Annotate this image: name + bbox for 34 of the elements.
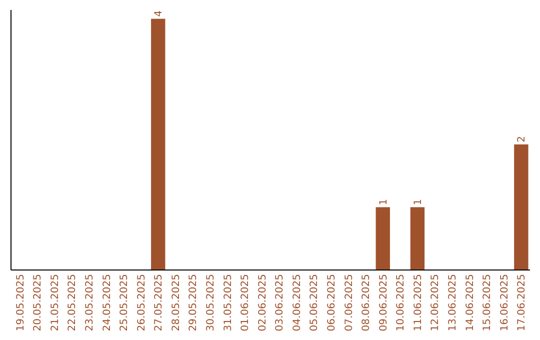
x-tick-label: 03.06.2025	[274, 274, 286, 332]
x-tick-label: 01.06.2025	[240, 274, 252, 332]
x-tick-label: 25.05.2025	[119, 274, 130, 332]
x-tick-label: 23.05.2025	[84, 274, 96, 332]
data-label: 2	[516, 136, 528, 142]
x-tick-label: 06.06.2025	[326, 274, 338, 332]
x-tick-label: 21.05.2025	[50, 274, 61, 332]
x-tick-label: 16.06.2025	[499, 274, 510, 332]
x-tick-label: 17.06.2025	[516, 274, 528, 332]
x-tick-label: 26.05.2025	[136, 274, 148, 332]
data-label: 1	[412, 198, 424, 206]
x-tick-label: 05.06.2025	[309, 274, 320, 332]
x-tick-label: 27.05.2025	[154, 274, 165, 332]
x-tick-label: 14.06.2025	[464, 274, 476, 332]
x-tick-label: 22.05.2025	[67, 274, 78, 332]
data-label: 1	[378, 198, 390, 206]
x-tick-label: 19.05.2025	[15, 274, 26, 332]
data-label: 4	[154, 10, 165, 17]
x-tick-label: 10.06.2025	[396, 274, 407, 332]
x-tick-label: 09.06.2025	[378, 274, 390, 332]
x-tick-label: 24.05.2025	[102, 274, 113, 332]
x-tick-label: 20.05.2025	[32, 274, 44, 332]
x-tick-label: 28.05.2025	[170, 274, 182, 332]
x-tick-label: 04.06.2025	[292, 274, 303, 332]
x-tick-label: 15.06.2025	[482, 274, 494, 332]
x-tick-label: 11.06.2025	[412, 274, 424, 332]
x-tick-label: 30.05.2025	[205, 274, 216, 332]
x-tick-label: 13.06.2025	[448, 274, 459, 332]
x-tick-label: 31.05.2025	[222, 274, 234, 332]
x-tick-label: 02.06.2025	[257, 274, 268, 332]
x-tick-label: 12.06.2025	[430, 274, 442, 332]
x-tick-label: 07.06.2025	[344, 274, 355, 332]
x-tick-label: 08.06.2025	[361, 274, 372, 332]
x-tick-label: 29.05.2025	[188, 274, 200, 332]
